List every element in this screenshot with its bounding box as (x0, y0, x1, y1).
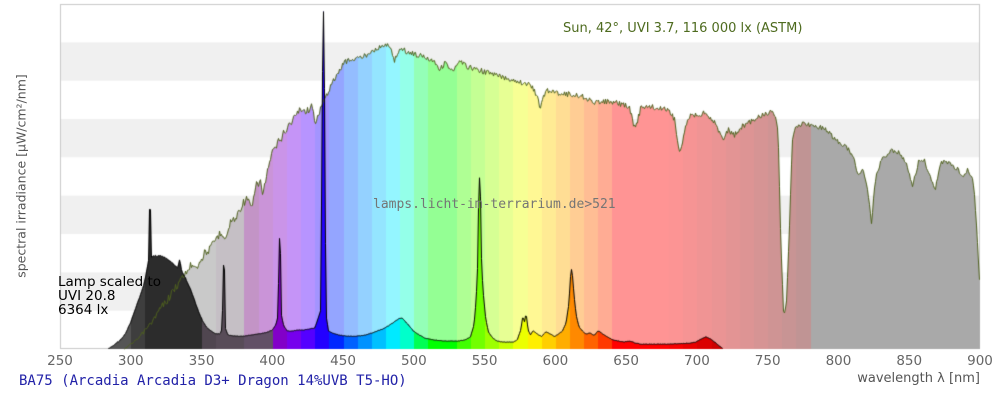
x-tick-label: 250 (47, 353, 73, 369)
x-axis-label: wavelength λ [nm] (857, 371, 980, 386)
x-tick-label: 800 (825, 353, 852, 369)
x-tick-label: 650 (613, 353, 640, 369)
x-tick-label: 500 (400, 353, 427, 369)
y-axis-label: spectral irradiance [µW/cm²/nm] (13, 74, 29, 278)
lamp-scale-line-1: Lamp scaled to (58, 274, 162, 290)
watermark: lamps.licht-im-terrarium.de>521 (373, 197, 616, 212)
x-tick-label: 700 (684, 353, 710, 369)
x-tick-label: 300 (117, 353, 144, 369)
x-tick-label: 400 (259, 353, 286, 369)
x-tick-label: 850 (896, 353, 923, 369)
x-tick-label: 350 (188, 353, 215, 369)
lamp-scale-annotation: Lamp scaled to UVI 20.8 6364 lx (58, 275, 161, 318)
x-tick-label: 900 (967, 353, 993, 369)
x-tick-label: 600 (542, 353, 569, 369)
sun-reference-annotation: Sun, 42°, UVI 3.7, 116 000 lx (ASTM) (563, 21, 803, 36)
lamp-scale-line-2: UVI 20.8 (58, 288, 116, 305)
lamp-scale-line-3: 6364 lx (58, 302, 109, 319)
x-tick-label: 550 (471, 353, 498, 369)
lamp-caption: BA75 (Arcadia Arcadia D3+ Dragon 14%UVB … (19, 373, 407, 389)
x-tick-label: 750 (754, 353, 781, 369)
x-tick-label: 450 (330, 353, 356, 369)
